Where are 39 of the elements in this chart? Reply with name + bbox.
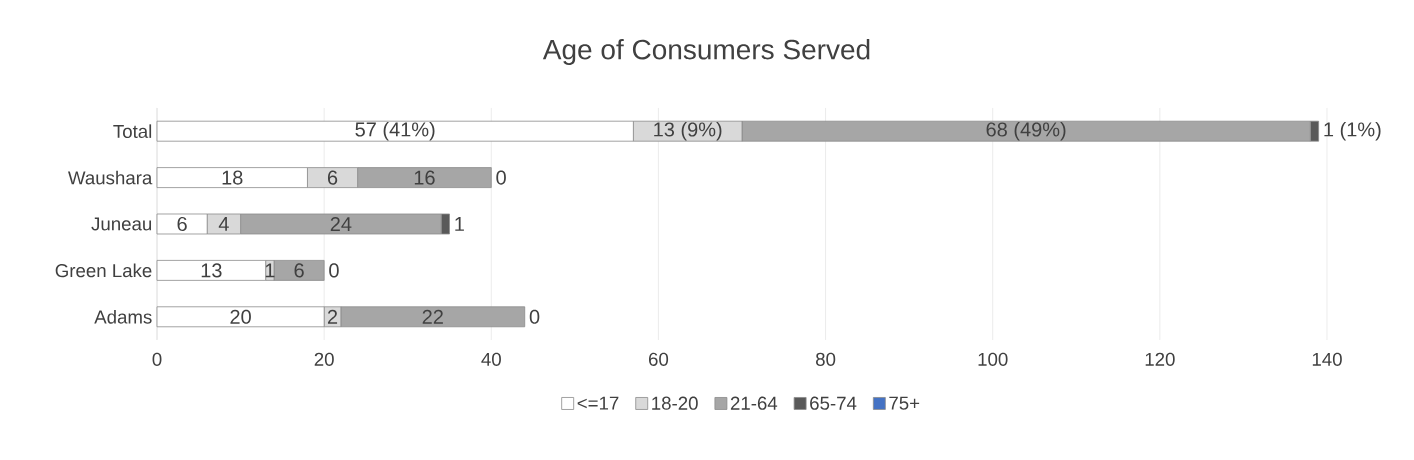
data-label: 6: [177, 216, 187, 232]
data-label: 18: [222, 170, 243, 185]
data-label: 1: [455, 217, 464, 231]
x-tick-label: 120: [1145, 352, 1175, 366]
data-label: 1 (1%): [1324, 121, 1381, 141]
chart-title: Age of Consumers Served: [542, 38, 870, 66]
legend-label: 18-20: [652, 396, 698, 410]
legend-label: 21-64: [730, 396, 778, 410]
legend-label: <=17: [577, 396, 619, 410]
data-label: 22: [422, 309, 443, 324]
legend-label: 65-74: [810, 396, 857, 410]
y-tick-label: Juneau: [91, 217, 152, 231]
data-label: 0: [329, 263, 339, 278]
x-tick-label: 40: [481, 352, 501, 366]
data-label: 68 (49%): [986, 121, 1066, 141]
y-tick-label: Total: [113, 124, 152, 139]
data-label: 57 (41%): [355, 121, 435, 141]
legend-label: 75+: [889, 396, 920, 410]
data-label: 13: [201, 263, 222, 278]
data-label: 0: [529, 309, 540, 324]
y-tick-label: Adams: [94, 309, 152, 324]
data-label: 6: [294, 263, 304, 278]
data-label: 6: [327, 170, 338, 185]
y-tick-label: Green Lake: [55, 263, 152, 278]
x-tick-label: 60: [648, 352, 669, 366]
data-label: 13 (9%): [654, 121, 722, 141]
x-tick-label: 20: [314, 352, 334, 366]
data-label: 2: [327, 309, 338, 324]
data-label: 20: [230, 309, 251, 324]
data-label: 1: [265, 263, 275, 278]
y-tick-label: Waushara: [68, 170, 153, 185]
x-tick-label: 100: [978, 352, 1008, 366]
x-tick-label: 80: [816, 352, 836, 366]
data-label: 16: [414, 170, 435, 185]
data-label: 4: [218, 217, 229, 231]
x-tick-label: 140: [1312, 352, 1342, 366]
data-label: 24: [330, 217, 352, 231]
x-tick-label: 0: [152, 352, 162, 366]
data-label: 0: [496, 170, 506, 185]
